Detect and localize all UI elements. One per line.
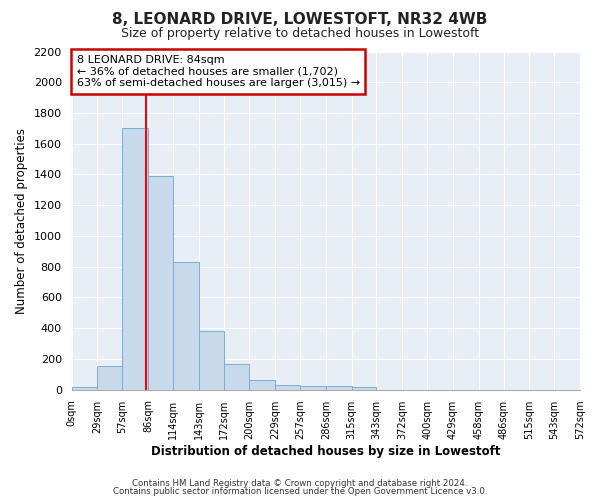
Bar bbox=[173, 262, 199, 390]
Bar bbox=[71, 386, 97, 390]
Bar bbox=[148, 176, 173, 390]
Bar bbox=[300, 386, 326, 390]
Bar bbox=[97, 366, 122, 390]
Text: 8 LEONARD DRIVE: 84sqm
← 36% of detached houses are smaller (1,702)
63% of semi-: 8 LEONARD DRIVE: 84sqm ← 36% of detached… bbox=[77, 55, 360, 88]
Y-axis label: Number of detached properties: Number of detached properties bbox=[15, 128, 28, 314]
Text: Size of property relative to detached houses in Lowestoft: Size of property relative to detached ho… bbox=[121, 28, 479, 40]
Bar bbox=[122, 128, 148, 390]
Bar bbox=[275, 385, 300, 390]
Bar bbox=[224, 364, 250, 390]
Bar bbox=[199, 332, 224, 390]
Text: Contains public sector information licensed under the Open Government Licence v3: Contains public sector information licen… bbox=[113, 487, 487, 496]
Text: Contains HM Land Registry data © Crown copyright and database right 2024.: Contains HM Land Registry data © Crown c… bbox=[132, 478, 468, 488]
X-axis label: Distribution of detached houses by size in Lowestoft: Distribution of detached houses by size … bbox=[151, 444, 500, 458]
Text: 8, LEONARD DRIVE, LOWESTOFT, NR32 4WB: 8, LEONARD DRIVE, LOWESTOFT, NR32 4WB bbox=[112, 12, 488, 28]
Bar bbox=[250, 380, 275, 390]
Bar bbox=[326, 386, 352, 390]
Bar bbox=[352, 388, 376, 390]
